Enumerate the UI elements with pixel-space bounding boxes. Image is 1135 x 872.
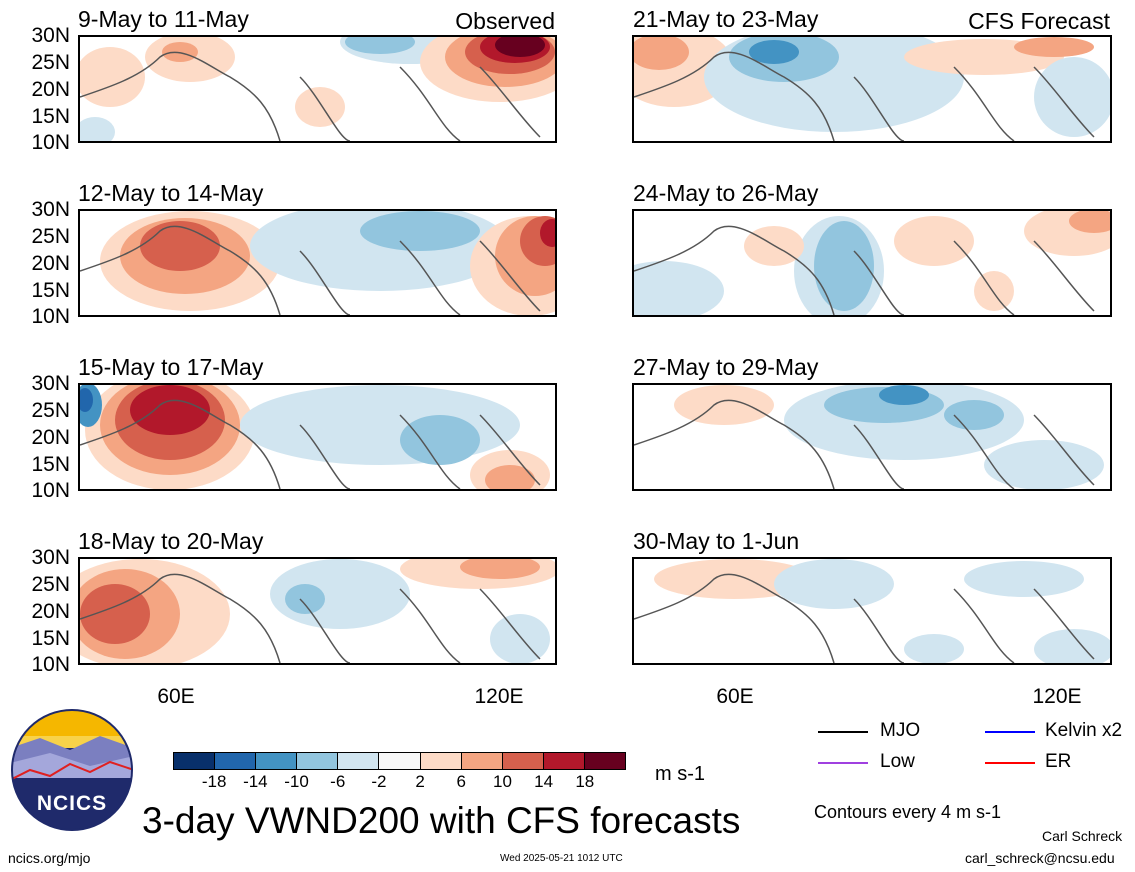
colorbar-swatch [420,753,462,769]
colorbar-swatch [543,753,585,769]
colorbar-label: 18 [575,772,595,791]
map-panel-forecast-3 [632,383,1112,491]
colorbar-units: m s-1 [655,763,705,785]
y-tick: 30N [31,372,70,395]
y-tick: 30N [31,24,70,47]
colorbar-label: -14 [243,772,268,791]
logo-text: NCICS [36,792,108,815]
colorbar-label: 2 [415,772,425,791]
y-tick: 20N [31,252,70,275]
colorbar-swatch [379,753,421,769]
colorbar-label: 10 [492,772,512,791]
figure-title: 3-day VWND200 with CFS forecasts [142,800,741,841]
panel-title: 21-May to 23-May [633,6,819,32]
y-tick: 20N [31,426,70,449]
timestamp: Wed 2025-05-21 1012 UTC [500,853,623,864]
legend-label: Low [880,751,915,772]
map-panel-forecast-2 [632,209,1112,317]
map-panel-observed-1 [78,35,557,143]
colorbar-label: -6 [330,772,346,791]
y-tick: 25N [31,399,70,422]
author-email: carl_schreck@ncsu.edu [965,850,1115,866]
y-tick: 25N [31,51,70,74]
y-tick: 15N [31,453,70,476]
colorbar-swatch [297,753,339,769]
legend-line-kelvin [985,731,1035,733]
colorbar-swatch [256,753,298,769]
colorbar-swatches [173,752,626,770]
y-tick: 20N [31,78,70,101]
ncics-logo: NCICS [10,708,134,832]
x-tick: 120E [474,685,524,708]
colorbar-swatch [215,753,257,769]
panel-title: 15-May to 17-May [78,354,264,380]
y-tick: 10N [31,653,70,676]
y-tick: 15N [31,105,70,128]
observed-label: Observed [455,8,555,34]
colorbar-swatch [338,753,380,769]
map-panel-observed-2 [78,209,557,317]
y-tick: 25N [31,225,70,248]
colorbar-swatch [502,753,544,769]
y-tick: 15N [31,279,70,302]
contours-note: Contours every 4 m s-1 [814,802,1002,822]
site-link: ncics.org/mjo [8,850,91,866]
panel-title: 24-May to 26-May [633,180,819,206]
legend-line-low [818,762,868,764]
y-tick: 10N [31,131,70,154]
legend-label: MJO [880,720,921,741]
colorbar-label: 14 [534,772,554,791]
legend-line-mjo [818,731,868,733]
colorbar-label: -18 [201,772,227,791]
panel-title: 12-May to 14-May [78,180,264,206]
y-tick: 15N [31,627,70,650]
y-tick: 25N [31,573,70,596]
author-name: Carl Schreck [1042,828,1123,844]
x-tick: 120E [1032,685,1082,708]
colorbar-label: 6 [456,772,466,791]
x-tick: 60E [157,685,195,708]
panel-title: 9-May to 11-May [78,6,249,32]
y-tick: 30N [31,546,70,569]
panel-title: 18-May to 20-May [78,528,264,554]
x-tick: 60E [716,685,754,708]
map-panel-observed-3 [78,383,557,491]
map-panel-forecast-1 [632,35,1112,143]
map-panel-observed-4 [78,557,557,665]
panel-title: 27-May to 29-May [633,354,819,380]
y-tick: 10N [31,305,70,328]
colorbar-swatch [584,753,626,769]
colorbar-swatch [461,753,503,769]
legend-label: ER [1045,751,1072,772]
map-panel-forecast-4 [632,557,1112,665]
panel-title: 30-May to 1-Jun [633,528,800,554]
y-tick: 10N [31,479,70,502]
y-tick: 30N [31,198,70,221]
colorbar-label: -2 [371,772,387,791]
legend-line-er [985,762,1035,764]
y-tick: 20N [31,600,70,623]
colorbar-label: -10 [284,772,309,791]
legend-label: Kelvin x2 [1045,720,1123,741]
colorbar-swatch [174,753,216,769]
forecast-label: CFS Forecast [968,8,1110,34]
